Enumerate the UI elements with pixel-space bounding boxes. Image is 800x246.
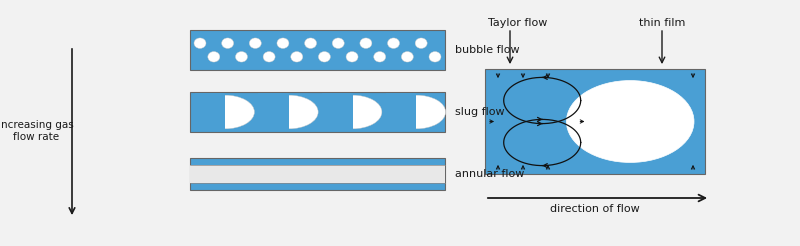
Text: direction of flow: direction of flow bbox=[550, 204, 640, 214]
Text: Taylor flow: Taylor flow bbox=[488, 18, 548, 28]
Ellipse shape bbox=[374, 52, 386, 62]
Ellipse shape bbox=[194, 38, 206, 48]
Ellipse shape bbox=[222, 38, 234, 48]
FancyBboxPatch shape bbox=[386, 93, 416, 131]
Ellipse shape bbox=[208, 52, 220, 62]
Ellipse shape bbox=[346, 52, 358, 62]
FancyBboxPatch shape bbox=[190, 165, 445, 183]
Ellipse shape bbox=[235, 52, 247, 62]
FancyBboxPatch shape bbox=[190, 158, 445, 190]
Ellipse shape bbox=[250, 38, 262, 48]
Text: increasing gas
flow rate: increasing gas flow rate bbox=[0, 120, 74, 142]
Ellipse shape bbox=[566, 80, 694, 162]
Ellipse shape bbox=[429, 52, 441, 62]
Ellipse shape bbox=[332, 38, 344, 48]
FancyBboxPatch shape bbox=[258, 93, 289, 131]
Ellipse shape bbox=[259, 95, 318, 129]
Ellipse shape bbox=[360, 38, 372, 48]
Ellipse shape bbox=[196, 95, 254, 129]
FancyBboxPatch shape bbox=[322, 93, 353, 131]
Ellipse shape bbox=[290, 52, 302, 62]
FancyBboxPatch shape bbox=[190, 92, 445, 132]
Ellipse shape bbox=[263, 52, 275, 62]
FancyBboxPatch shape bbox=[190, 30, 445, 70]
Ellipse shape bbox=[323, 95, 382, 129]
Text: slug flow: slug flow bbox=[455, 107, 505, 117]
Text: bubble flow: bubble flow bbox=[455, 45, 520, 55]
Ellipse shape bbox=[387, 38, 399, 48]
Ellipse shape bbox=[415, 38, 427, 48]
Ellipse shape bbox=[305, 38, 317, 48]
Ellipse shape bbox=[277, 38, 289, 48]
Ellipse shape bbox=[318, 52, 330, 62]
FancyBboxPatch shape bbox=[485, 69, 705, 174]
Ellipse shape bbox=[402, 52, 414, 62]
Ellipse shape bbox=[387, 95, 446, 129]
FancyBboxPatch shape bbox=[194, 93, 225, 131]
Text: annular flow: annular flow bbox=[455, 169, 524, 179]
Text: thin film: thin film bbox=[639, 18, 685, 28]
